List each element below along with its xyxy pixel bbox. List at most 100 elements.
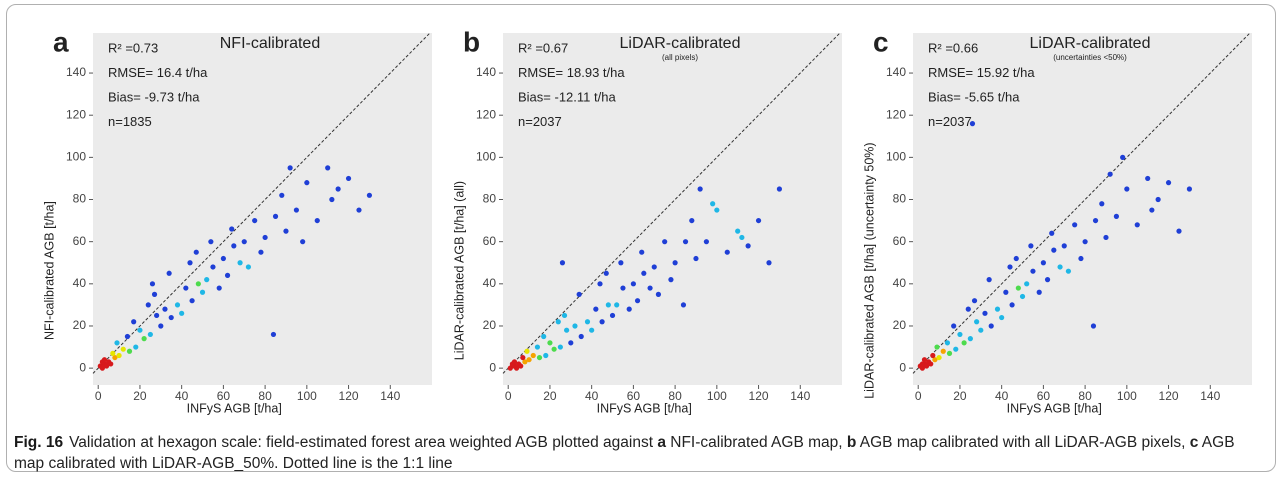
- y-tick-label: 100: [66, 150, 86, 164]
- data-point: [630, 281, 636, 287]
- data-point: [283, 228, 289, 234]
- data-point: [1013, 255, 1019, 262]
- data-point: [940, 348, 946, 354]
- y-tick-label: 20: [893, 318, 907, 332]
- data-point: [1036, 289, 1042, 295]
- data-point: [124, 333, 131, 340]
- y-tick-label: 80: [893, 192, 907, 206]
- caption-text: Validation at hexagon scale: field-estim…: [69, 434, 658, 451]
- data-point: [114, 340, 120, 346]
- data-point: [703, 239, 710, 245]
- data-point: [967, 336, 973, 342]
- x-tick-label: 80: [668, 389, 682, 403]
- y-tick-label: 140: [476, 65, 496, 79]
- data-point: [735, 228, 741, 234]
- data-point: [599, 319, 605, 325]
- data-point: [179, 310, 185, 316]
- data-point: [149, 281, 156, 287]
- data-point: [668, 277, 674, 283]
- data-point: [187, 260, 193, 266]
- data-point: [513, 365, 520, 371]
- data-point: [511, 359, 518, 365]
- data-point: [204, 277, 210, 283]
- y-tick-label: 100: [886, 150, 906, 164]
- caption-label: Fig. 16: [14, 434, 64, 451]
- data-point: [766, 260, 772, 266]
- x-tick-label: 20: [133, 389, 147, 403]
- y-tick-label: 120: [886, 107, 906, 121]
- y-tick-label: 0: [489, 360, 496, 374]
- y-tick-label: 20: [73, 318, 87, 332]
- y-tick-label: 140: [66, 65, 86, 79]
- data-point: [589, 327, 595, 333]
- stat-line: Bias= -9.73 t/ha: [108, 89, 200, 104]
- stat-line: RMSE= 15.92 t/ha: [928, 65, 1035, 80]
- x-tick-label: 60: [1037, 389, 1051, 403]
- data-point: [923, 363, 930, 369]
- data-point: [1092, 217, 1099, 224]
- data-point: [609, 312, 616, 319]
- data-point: [534, 344, 541, 350]
- data-point: [999, 314, 1005, 321]
- data-point: [946, 350, 953, 356]
- data-point: [245, 264, 252, 270]
- panel-letter: b: [463, 26, 480, 57]
- data-point: [655, 291, 662, 297]
- data-point: [641, 270, 647, 276]
- data-point: [651, 264, 657, 270]
- data-point: [287, 165, 293, 171]
- data-point: [944, 340, 951, 346]
- data-point: [555, 319, 561, 325]
- y-tick-label: 100: [476, 150, 496, 164]
- data-point: [961, 340, 967, 346]
- plot-area: [913, 33, 1252, 385]
- data-point: [116, 352, 122, 359]
- stat-line: n=2037: [928, 114, 972, 129]
- data-point: [936, 354, 942, 361]
- data-point: [662, 239, 668, 245]
- x-axis-label: INFyS AGB [t/ha]: [597, 401, 692, 415]
- x-tick-label: 0: [915, 389, 922, 403]
- data-point: [572, 323, 578, 329]
- data-point: [208, 239, 214, 245]
- data-point: [1019, 293, 1026, 300]
- data-point: [101, 357, 108, 363]
- stat-line: Bias= -5.65 t/ha: [928, 89, 1020, 104]
- x-tick-label: 120: [1159, 389, 1179, 403]
- panel-title: NFI-calibrated: [220, 35, 320, 52]
- data-point: [928, 361, 934, 367]
- y-tick-label: 60: [483, 234, 497, 248]
- data-point: [576, 291, 582, 297]
- caption: Fig. 16 Validation at hexagon scale: fiel…: [14, 432, 1264, 474]
- data-point: [971, 298, 978, 304]
- x-tick-label: 40: [585, 389, 599, 403]
- data-point: [578, 333, 584, 340]
- data-point: [564, 327, 570, 333]
- stat-line: Bias= -12.11 t/ha: [518, 89, 616, 104]
- data-point: [151, 291, 158, 297]
- data-point: [584, 319, 591, 325]
- data-point: [231, 243, 237, 249]
- data-point: [141, 336, 147, 342]
- data-point: [1186, 186, 1193, 192]
- data-point: [262, 234, 268, 241]
- data-point: [1057, 264, 1063, 270]
- data-point: [1028, 243, 1034, 249]
- data-point: [978, 327, 984, 333]
- data-point: [174, 302, 181, 308]
- data-point: [1103, 234, 1109, 241]
- panel-subtitle: (all pixels): [662, 53, 698, 62]
- data-point: [1049, 230, 1055, 236]
- data-point: [682, 239, 689, 245]
- y-tick-label: 60: [893, 234, 907, 248]
- x-tick-label: 120: [339, 389, 359, 403]
- data-point: [524, 348, 530, 354]
- x-tick-label: 100: [1117, 389, 1137, 403]
- data-point: [335, 186, 341, 192]
- data-point: [195, 281, 201, 287]
- y-tick-label: 80: [73, 192, 87, 206]
- stat-line: R² =0.66: [928, 40, 978, 55]
- data-point: [710, 201, 716, 207]
- data-point: [158, 323, 164, 329]
- data-point: [279, 192, 285, 198]
